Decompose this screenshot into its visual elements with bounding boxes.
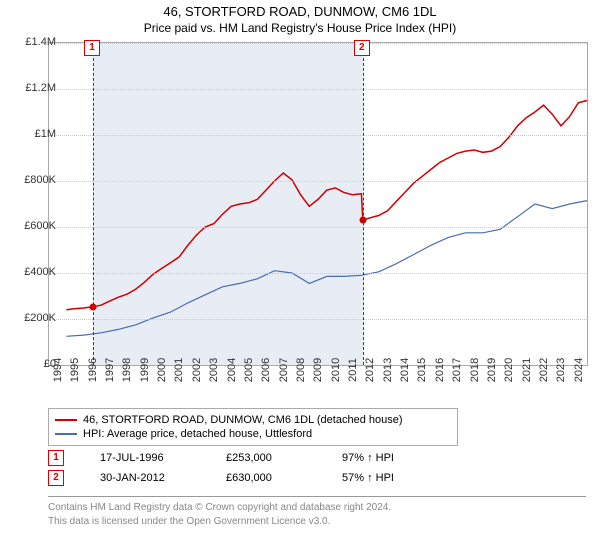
series-line [66,201,587,337]
x-axis-label: 1997 [104,358,116,382]
x-axis-label: 1996 [87,358,99,382]
x-axis-label: 2011 [347,358,359,382]
grid-line [49,89,587,90]
marker-dot [90,303,97,310]
x-axis-label: 2019 [486,358,498,382]
events-table: 1 17-JUL-1996 £253,000 97% ↑ HPI 2 30-JAN-201… [48,448,394,488]
event-pct: 97% ↑ HPI [342,452,394,464]
grid-line [49,181,587,182]
x-axis-label: 2022 [538,358,550,382]
legend-box: 46, STORTFORD ROAD, DUNMOW, CM6 1DL (det… [48,408,458,446]
x-axis-label: 1995 [69,358,81,382]
event-price: £253,000 [226,452,306,464]
grid-line [49,319,587,320]
marker-line [363,43,364,365]
grid-line [49,43,587,44]
x-axis-label: 2007 [278,358,290,382]
x-axis-label: 2021 [521,358,533,382]
legend-label: HPI: Average price, detached house, Uttl… [83,428,312,440]
y-axis-label: £200K [24,312,56,324]
event-date: 30-JAN-2012 [100,472,190,484]
chart-plot-area [48,42,588,366]
legend-swatch [55,419,77,421]
footer-attribution: Contains HM Land Registry data © Crown c… [48,496,586,529]
x-axis-label: 2009 [312,358,324,382]
x-axis-label: 1994 [52,358,64,382]
x-axis-label: 2024 [573,358,585,382]
legend-item: 46, STORTFORD ROAD, DUNMOW, CM6 1DL (det… [55,413,451,427]
series-line [66,101,587,310]
x-axis-label: 2014 [399,358,411,382]
footer-line: Contains HM Land Registry data © Crown c… [48,501,586,515]
x-axis-label: 2017 [451,358,463,382]
x-axis-label: 2002 [191,358,203,382]
y-axis-label: £1.2M [25,82,56,94]
x-axis-label: 2013 [382,358,394,382]
marker-line [93,43,94,365]
x-axis-label: 2003 [208,358,220,382]
event-date: 17-JUL-1996 [100,452,190,464]
x-axis-label: 2004 [226,358,238,382]
x-axis-label: 1999 [139,358,151,382]
chart-title: 46, STORTFORD ROAD, DUNMOW, CM6 1DL [0,0,600,19]
event-row: 2 30-JAN-2012 £630,000 57% ↑ HPI [48,468,394,488]
marker-dot [359,217,366,224]
chart-lines [49,43,587,365]
legend-label: 46, STORTFORD ROAD, DUNMOW, CM6 1DL (det… [83,414,403,426]
x-axis-label: 2015 [416,358,428,382]
y-axis-label: £1.4M [25,36,56,48]
legend-item: HPI: Average price, detached house, Uttl… [55,427,451,441]
x-axis-label: 2005 [243,358,255,382]
marker-badge: 1 [84,40,100,56]
footer-line: This data is licensed under the Open Gov… [48,515,586,529]
x-axis-label: 2008 [295,358,307,382]
event-price: £630,000 [226,472,306,484]
event-row: 1 17-JUL-1996 £253,000 97% ↑ HPI [48,448,394,468]
x-axis-label: 2012 [364,358,376,382]
grid-line [49,227,587,228]
x-axis-label: 2016 [434,358,446,382]
event-badge: 2 [48,470,64,486]
event-pct: 57% ↑ HPI [342,472,394,484]
y-axis-label: £800K [24,174,56,186]
x-axis-label: 2018 [469,358,481,382]
x-axis-label: 2010 [330,358,342,382]
x-axis-label: 2006 [260,358,272,382]
legend-swatch [55,433,77,435]
chart-subtitle: Price paid vs. HM Land Registry's House … [0,19,600,39]
x-axis-label: 2001 [173,358,185,382]
y-axis-label: £1M [35,128,56,140]
y-axis-label: £600K [24,220,56,232]
marker-badge: 2 [354,40,370,56]
x-axis-label: 2020 [503,358,515,382]
x-axis-label: 2023 [555,358,567,382]
event-badge: 1 [48,450,64,466]
y-axis-label: £400K [24,266,56,278]
x-axis-label: 1998 [121,358,133,382]
x-axis-label: 2000 [156,358,168,382]
grid-line [49,135,587,136]
grid-line [49,273,587,274]
